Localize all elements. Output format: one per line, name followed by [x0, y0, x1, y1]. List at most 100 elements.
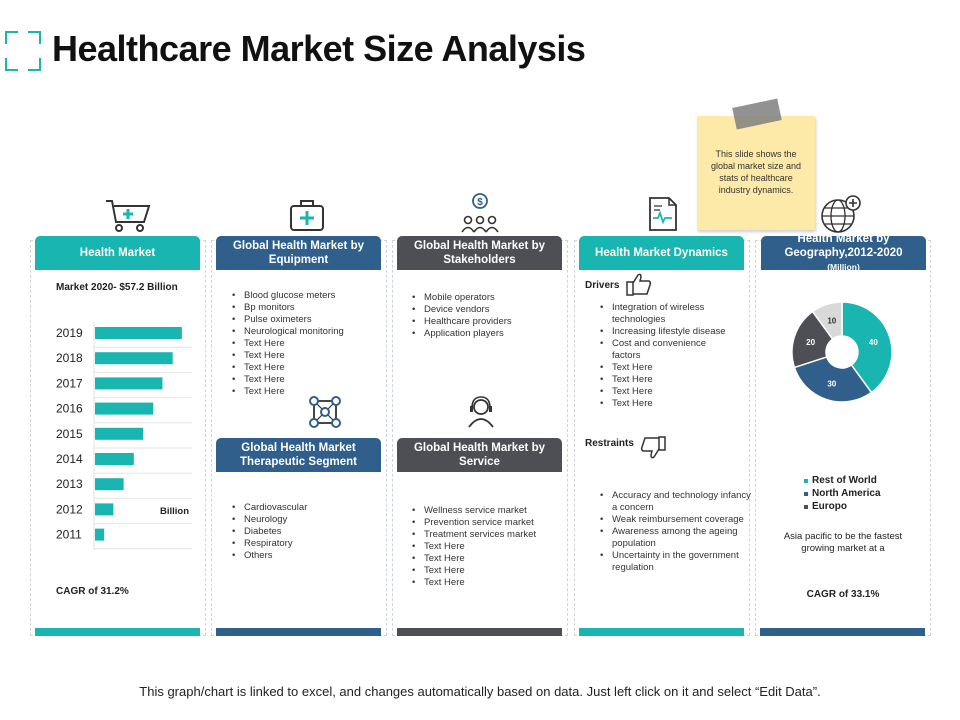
- footer-bar-5: [760, 628, 925, 636]
- equipment-item: Text Here: [232, 374, 344, 386]
- therapeutic-segment-header: Global Health Market Therapeutic Segment: [216, 438, 381, 472]
- stakeholder-item: Mobile operators: [412, 292, 512, 304]
- footer-bar-3: [397, 628, 562, 636]
- legend-label: North America: [812, 488, 881, 499]
- equipment-list: Blood glucose metersBp monitorsPulse oxi…: [230, 290, 344, 398]
- medical-report-icon: [649, 197, 677, 231]
- market-2020-label: Market 2020- $57.2 Billion: [56, 282, 178, 293]
- bar-2014: [95, 453, 134, 465]
- bar-2015: [95, 427, 144, 440]
- driver-item: Increasing lifestyle disease: [600, 326, 732, 338]
- bar-category-label: 2017: [56, 376, 83, 390]
- equipment-item: Neurological monitoring: [232, 326, 344, 338]
- bar-category-label: 2011: [56, 528, 82, 542]
- stakeholder-item: Device vendors: [412, 304, 512, 316]
- svg-text:$: $: [477, 197, 483, 208]
- stakeholders-dollar-icon: $: [461, 193, 499, 233]
- geography-note: Asia pacific to be the fastest growing m…: [783, 531, 903, 554]
- restraint-item: Weak reimbursement coverage: [600, 514, 752, 526]
- equipment-item: Text Here: [232, 350, 344, 362]
- restraint-item: Accuracy and technology infancy a concer…: [600, 490, 752, 514]
- service-item: Text Here: [412, 577, 536, 589]
- drivers-label: Drivers: [585, 280, 620, 291]
- stakeholder-item: Application players: [412, 328, 512, 340]
- restraints-list: Accuracy and technology infancy a concer…: [598, 490, 752, 574]
- equipment-item: Pulse oximeters: [232, 314, 344, 326]
- bar-2018: [95, 352, 173, 365]
- dynamics-header: Health Market Dynamics: [579, 236, 744, 270]
- thumbs-down-icon: [640, 436, 666, 459]
- bar-2019: [95, 327, 182, 339]
- stakeholders-list: Mobile operatorsDevice vendorsHealthcare…: [410, 292, 512, 340]
- sticky-note-text: This slide shows the global market size …: [710, 149, 802, 195]
- medical-kit-icon: [290, 200, 324, 231]
- restraint-item: Uncertainty in the government regulation: [600, 550, 752, 574]
- therapeutic-item: Cardiovascular: [232, 502, 307, 514]
- driver-item: Text Here: [600, 362, 732, 374]
- geography-header-unit: (Million): [827, 262, 860, 272]
- therapeutic-item: Diabetes: [232, 526, 307, 538]
- bar-unit-label: Billion: [160, 506, 190, 517]
- equipment-item: Bp monitors: [232, 302, 344, 314]
- bar-category-label: 2013: [56, 477, 83, 491]
- donut-legend: Rest of World North America Europo: [804, 474, 881, 513]
- health-market-header: Health Market: [35, 236, 200, 270]
- service-list: Wellness service marketPrevention servic…: [410, 505, 536, 589]
- bar-category-label: 2016: [56, 402, 83, 416]
- thumbs-up-icon: [626, 273, 652, 296]
- equipment-item: Text Here: [232, 338, 344, 350]
- donut-value-label: 40: [869, 338, 878, 347]
- restraints-label: Restraints: [585, 438, 634, 449]
- molecule-icon: [309, 396, 341, 428]
- footer-bar-4: [579, 628, 744, 636]
- therapeutic-item: Neurology: [232, 514, 307, 526]
- service-item: Text Here: [412, 565, 536, 577]
- stakeholders-header: Global Health Market by Stakeholders: [397, 236, 562, 270]
- equipment-item: Text Here: [232, 386, 344, 398]
- therapeutic-item: Others: [232, 550, 307, 562]
- service-item: Prevention service market: [412, 517, 536, 529]
- driver-item: Cost and convenience factors: [600, 338, 732, 362]
- bar-2013: [95, 478, 124, 491]
- corner-bracket-icon: [5, 31, 41, 71]
- footer-note: This graph/chart is linked to excel, and…: [139, 684, 821, 699]
- donut-value-label: 10: [827, 317, 836, 326]
- globe-plus-icon: [821, 195, 861, 233]
- equipment-header: Global Health Market by Equipment: [216, 236, 381, 270]
- therapeutic-item: Respiratory: [232, 538, 307, 550]
- driver-item: Integration of wireless technologies: [600, 302, 732, 326]
- legend-swatch: [804, 504, 808, 509]
- bar-category-label: 2019: [56, 326, 83, 340]
- bar-2012: [95, 503, 114, 516]
- therapeutic-list: CardiovascularNeurologyDiabetesRespirato…: [230, 502, 307, 562]
- service-item: Treatment services market: [412, 529, 536, 541]
- bar-2011: [95, 528, 105, 541]
- driver-item: Text Here: [600, 386, 732, 398]
- driver-item: Text Here: [600, 374, 732, 386]
- shopping-cart-icon: [106, 200, 151, 232]
- legend-label: Europo: [812, 501, 847, 512]
- equipment-item: Blood glucose meters: [232, 290, 344, 302]
- legend-item: Rest of World: [804, 474, 881, 487]
- page-title: Healthcare Market Size Analysis: [52, 28, 586, 69]
- drivers-list: Integration of wireless technologiesIncr…: [598, 302, 732, 410]
- donut-slice-north-america: [793, 355, 873, 403]
- bar-category-label: 2014: [56, 452, 83, 466]
- bar-category-label: 2012: [56, 502, 83, 516]
- footer-bar-1: [35, 628, 200, 636]
- donut-slice-other: [811, 301, 843, 341]
- restraint-item: Awareness among the ageing population: [600, 526, 752, 550]
- bar-category-label: 2018: [56, 351, 83, 365]
- geography-header: Health Market by Geography,2012-2020 (Mi…: [761, 233, 926, 272]
- cagr-geography: CAGR of 33.1%: [806, 589, 880, 600]
- donut-chart: 40 30 20 10: [791, 301, 893, 403]
- sticky-note: This slide shows the global market size …: [697, 116, 815, 230]
- donut-value-label: 20: [806, 338, 815, 347]
- legend-swatch: [804, 491, 808, 496]
- service-header: Global Health Market by Service: [397, 438, 562, 472]
- service-item: Text Here: [412, 541, 536, 553]
- support-agent-icon: [468, 396, 494, 428]
- bar-category-label: 2015: [56, 427, 83, 441]
- bar-2017: [95, 377, 163, 390]
- legend-item: North America: [804, 487, 881, 500]
